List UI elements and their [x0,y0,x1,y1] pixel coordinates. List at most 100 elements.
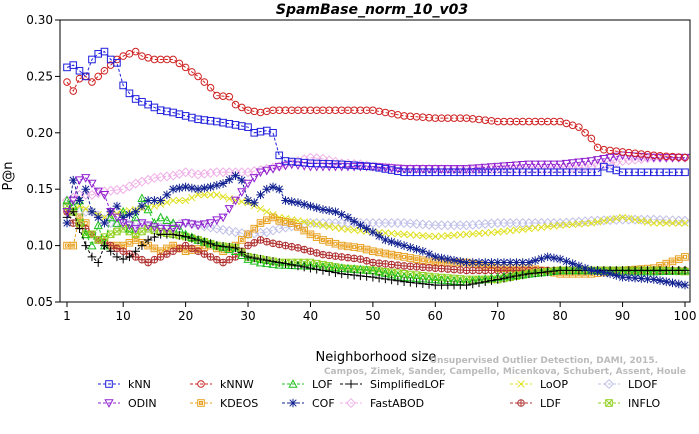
data-point-loop [350,226,358,234]
data-point-odin [137,219,147,228]
data-point-loop [600,217,608,225]
data-point-ldf [450,265,458,274]
data-point-odin [592,156,603,165]
data-point-ldof [205,222,216,233]
data-point-odin [99,191,110,200]
plot-area [61,47,690,290]
legend-marker [105,380,113,388]
data-point-simplifiedlof [256,254,265,264]
data-point-simplifiedlof [293,261,303,271]
data-point-simplifiedlof [93,258,103,267]
x-tick-label: 20 [178,309,193,323]
data-point-cof [374,231,384,241]
data-point-cof [112,201,122,211]
data-point-ldof [405,218,416,229]
data-point-cof [443,254,453,264]
data-point-simplifiedlof [381,274,390,284]
legend-marker [605,399,613,407]
data-point-cof [549,253,559,263]
data-point-simplifiedlof [406,278,415,287]
data-point-lof [81,229,91,239]
data-point-cof [274,184,284,194]
data-point-loop [531,224,539,232]
data-point-odin [249,174,259,183]
data-point-simplifiedlof [306,263,315,273]
legend-marker [345,397,357,409]
data-point-knn [75,66,84,75]
data-point-knn [593,168,602,177]
data-point-simplifiedlof [212,241,222,250]
data-point-simplifiedlof [680,266,690,275]
data-point-odin [530,160,540,170]
data-point-ldf [225,255,234,264]
legend-label: FastABOD [370,397,424,410]
data-point-ldf [431,264,440,272]
data-point-cof [281,196,290,205]
data-point-ldf [387,260,396,269]
data-point-loop [469,230,477,238]
y-tick-label: 0.10 [26,239,53,253]
data-point-odin [568,159,578,168]
data-point-cof [555,254,565,264]
data-point-lof [93,220,103,230]
data-point-ldf [475,266,483,275]
data-point-cof [331,207,340,217]
legend-marker [346,379,356,389]
data-point-simplifiedlof [100,241,109,250]
data-point-loop [612,214,620,223]
data-point-cof [324,206,334,215]
data-point-knnw [194,72,202,81]
x-axis-label: Neighborhood size [316,350,437,365]
data-point-loop [300,218,308,226]
data-point-lof [124,223,135,233]
data-point-odin [380,163,390,173]
data-point-ldf [406,262,415,271]
data-point-lof [87,240,97,250]
y-tick-label: 0.25 [26,69,53,83]
data-point-odin [262,166,272,176]
data-point-knnw [200,78,209,86]
data-point-knn [681,168,689,177]
data-point-odin [74,176,85,186]
data-point-loop [394,230,402,238]
data-point-loop [238,197,246,206]
data-point-knnw [88,78,96,86]
y-tick-label: 0.05 [26,295,53,309]
data-point-fastabod [180,167,191,178]
data-point-simplifiedlof [524,269,534,279]
data-point-knnw [63,78,71,86]
data-point-ldf [163,250,171,258]
data-point-ldf [244,241,252,250]
data-point-loop [263,208,271,216]
data-point-cof [518,258,527,267]
data-point-odin [143,221,153,231]
data-point-cof [206,182,215,192]
data-point-ldf [306,247,315,256]
data-point-lof [268,259,278,268]
data-point-lof [649,266,659,276]
data-point-odin [243,179,253,189]
data-point-cof [624,273,634,282]
data-point-ldf [275,240,284,249]
data-point-simplifiedlof [518,270,527,280]
data-point-odin [499,162,509,172]
data-point-loop [544,222,552,231]
data-point-cof [87,207,97,217]
data-point-loop [537,223,546,231]
data-point-cof [131,207,140,217]
data-point-odin [536,160,547,170]
data-point-cof [674,279,684,289]
data-point-odin [156,224,166,234]
data-point-loop [650,219,658,227]
x-tick-label: 1 [63,309,71,323]
data-point-simplifiedlof [530,268,540,278]
data-point-odin [474,164,484,173]
data-point-ldf [419,263,427,272]
data-point-cof [218,179,228,188]
data-point-odin [162,224,172,234]
data-point-lof [106,212,116,222]
data-point-ldf [256,236,265,244]
data-point-loop [512,226,521,234]
data-point-knnw [587,134,596,143]
data-point-knn [100,47,109,56]
